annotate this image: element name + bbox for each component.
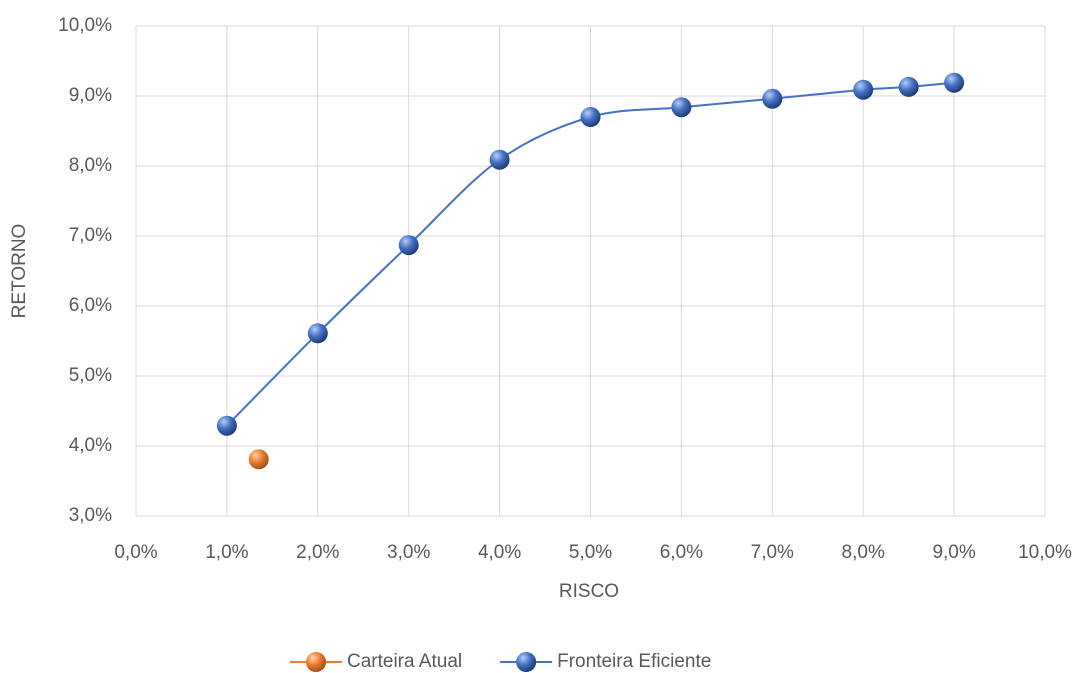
data-point [216, 415, 237, 436]
y-axis-title: RETORNO [9, 224, 30, 319]
legend-marker [306, 652, 326, 672]
x-tick-label: 5,0% [569, 542, 612, 563]
x-tick-label: 10,0% [1018, 542, 1072, 563]
data-point [898, 76, 919, 97]
legend-label: Carteira Atual [347, 651, 462, 672]
data-point [671, 97, 692, 118]
data-point [248, 449, 269, 470]
x-tick-label: 0,0% [114, 542, 157, 563]
x-tick-label: 6,0% [660, 542, 703, 563]
x-tick-label: 7,0% [751, 542, 794, 563]
y-tick-label: 6,0% [69, 295, 112, 316]
data-point [762, 88, 783, 109]
y-tick-label: 10,0% [58, 15, 112, 36]
legend-marker [516, 652, 537, 672]
data-point [944, 72, 965, 93]
legend-label: Fronteira Eficiente [557, 651, 711, 672]
y-tick-label: 4,0% [69, 435, 112, 456]
y-tick-label: 5,0% [69, 365, 112, 386]
data-point [853, 79, 874, 100]
legend: Carteira Atual Fronteira Eficiente [290, 651, 711, 672]
y-tick-label: 9,0% [69, 85, 112, 106]
y-tick-label: 8,0% [69, 155, 112, 176]
x-tick-label: 8,0% [842, 542, 885, 563]
x-tick-label: 3,0% [387, 542, 430, 563]
x-tick-label: 2,0% [296, 542, 339, 563]
x-axis-title: RISCO [559, 581, 619, 602]
x-tick-label: 4,0% [478, 542, 521, 563]
x-tick-label: 9,0% [932, 542, 975, 563]
data-point [398, 235, 419, 256]
data-point [489, 149, 510, 170]
data-point [580, 107, 601, 127]
data-point [307, 323, 328, 344]
y-tick-label: 7,0% [69, 225, 112, 246]
y-tick-label: 3,0% [69, 505, 112, 526]
x-tick-label: 1,0% [205, 542, 248, 563]
